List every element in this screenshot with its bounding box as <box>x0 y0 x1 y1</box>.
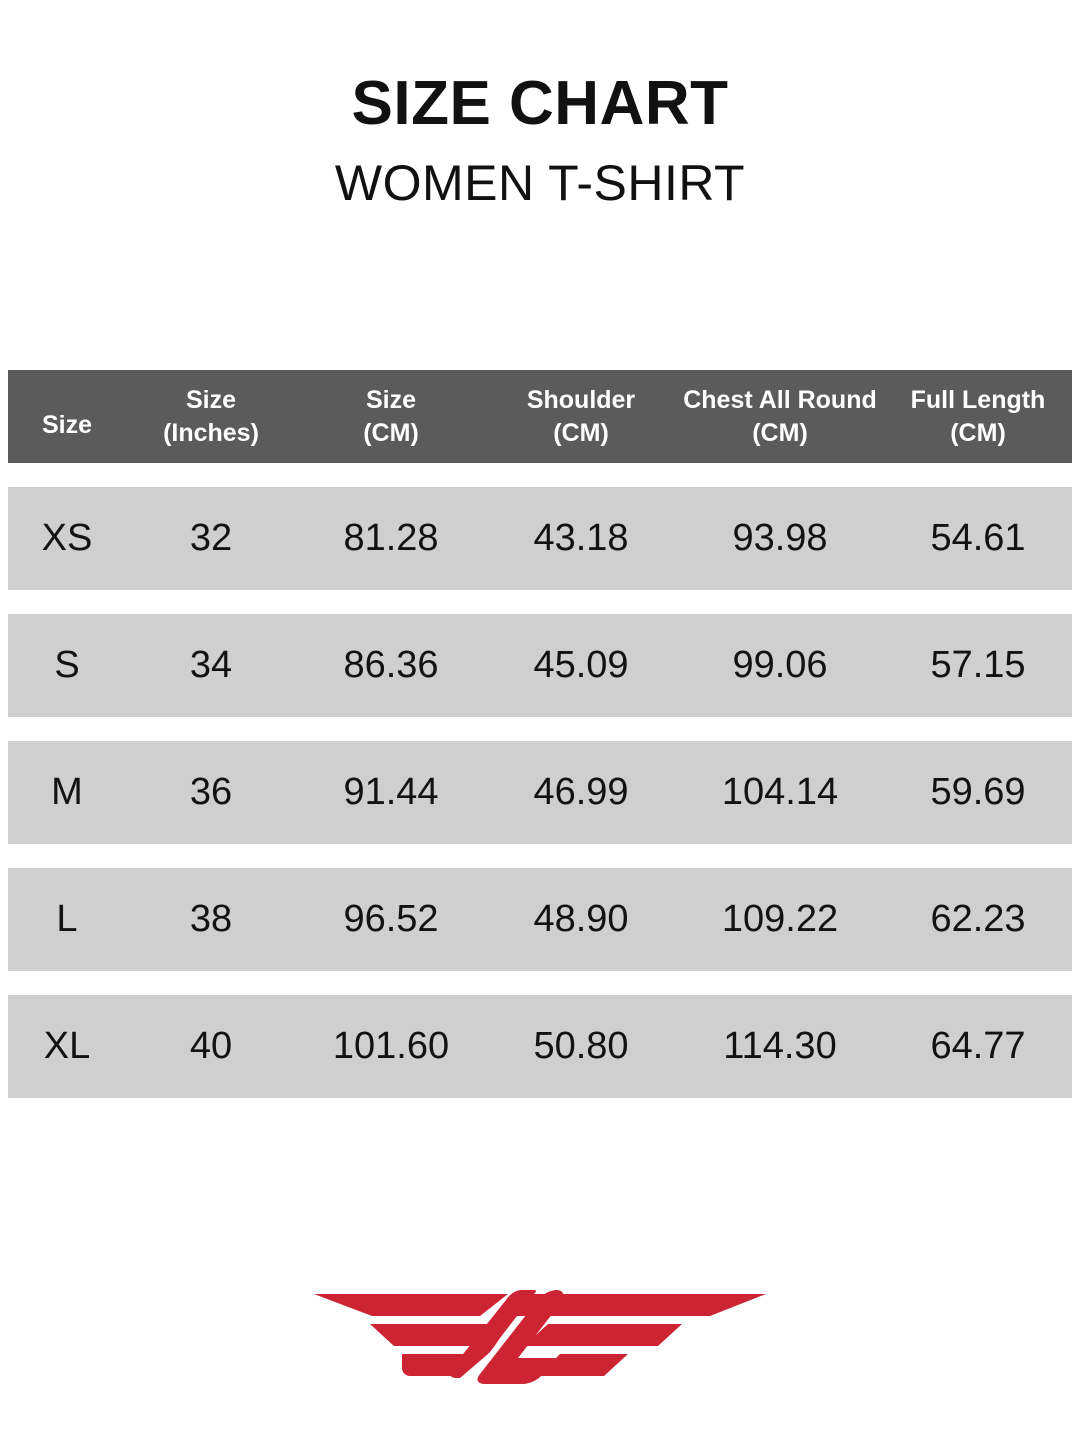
cell-size-cm: 91.44 <box>343 771 439 813</box>
column-header-chest-all-round-cm: Chest All Round (CM) <box>676 384 884 450</box>
cell-shoulder-cm: 46.99 <box>533 771 629 813</box>
column-header-full-length-cm: Full Length (CM) <box>884 384 1072 450</box>
column-header-full-length-cm-line1: Full Length <box>910 385 1046 414</box>
column-header-size-cm-line2: (CM) <box>363 418 419 447</box>
cell-full-length-cm: 59.69 <box>930 771 1026 813</box>
page-subtitle: WOMEN T-SHIRT <box>334 155 746 212</box>
cell-size-cm: 101.60 <box>332 1025 450 1067</box>
cell-shoulder-cm: 48.90 <box>533 898 629 940</box>
cell-chest-all-round-cm: 104.14 <box>721 771 839 813</box>
column-header-size-inches-line2: (Inches) <box>163 418 259 447</box>
cell-full-length-cm: 57.15 <box>930 644 1026 686</box>
cell-size: XS <box>41 517 93 559</box>
cell-size: M <box>51 771 83 813</box>
column-header-shoulder-cm-line2: (CM) <box>553 418 609 447</box>
table-row: M 36 91.44 46.99 104.14 59.69 <box>8 741 1072 844</box>
cell-size-inches: 34 <box>189 644 233 686</box>
winged-emblem-logo-icon <box>314 1290 766 1384</box>
page-title: SIZE CHART <box>351 69 729 138</box>
column-header-size-line1: Size <box>41 411 93 439</box>
column-header-size-inches: Size (Inches) <box>126 384 296 450</box>
table-header-row: Size Size (Inches) Size (CM) Shoulder (C… <box>8 370 1072 463</box>
cell-size-inches: 38 <box>189 898 233 940</box>
column-header-chest-all-round-cm-line2: (CM) <box>752 418 808 447</box>
cell-chest-all-round-cm: 109.22 <box>721 898 839 940</box>
column-header-full-length-cm-line2: (CM) <box>950 418 1006 447</box>
cell-size-cm: 96.52 <box>343 898 439 940</box>
cell-size-cm: 81.28 <box>343 517 439 559</box>
cell-size: XL <box>43 1025 91 1067</box>
column-header-size: Size <box>8 391 126 442</box>
cell-full-length-cm: 64.77 <box>930 1025 1026 1067</box>
cell-size-inches: 40 <box>189 1025 233 1067</box>
cell-size: L <box>56 898 78 940</box>
cell-size-inches: 32 <box>189 517 233 559</box>
table-row: L 38 96.52 48.90 109.22 62.23 <box>8 868 1072 971</box>
cell-shoulder-cm: 45.09 <box>533 644 629 686</box>
title-block: SIZE CHART WOMEN T-SHIRT <box>0 72 1080 210</box>
cell-chest-all-round-cm: 114.30 <box>723 1025 837 1067</box>
table-row: XS 32 81.28 43.18 93.98 54.61 <box>8 487 1072 590</box>
cell-size-cm: 86.36 <box>343 644 439 686</box>
table-row: XL 40 101.60 50.80 114.30 64.77 <box>8 995 1072 1098</box>
cell-full-length-cm: 54.61 <box>930 517 1026 559</box>
column-header-shoulder-cm-line1: Shoulder <box>526 385 636 414</box>
cell-size-inches: 36 <box>189 771 233 813</box>
table-row: S 34 86.36 45.09 99.06 57.15 <box>8 614 1072 717</box>
cell-full-length-cm: 62.23 <box>930 898 1026 940</box>
cell-shoulder-cm: 50.80 <box>533 1025 629 1067</box>
cell-shoulder-cm: 43.18 <box>533 517 629 559</box>
brand-logo-container <box>0 1282 1080 1407</box>
cell-chest-all-round-cm: 93.98 <box>732 517 828 559</box>
column-header-chest-all-round-cm-line1: Chest All Round <box>683 385 877 414</box>
column-header-size-cm: Size (CM) <box>296 384 486 450</box>
cell-chest-all-round-cm: 99.06 <box>732 644 828 686</box>
cell-size: S <box>54 644 80 686</box>
column-header-shoulder-cm: Shoulder (CM) <box>486 384 676 450</box>
size-chart-table: Size Size (Inches) Size (CM) Shoulder (C… <box>8 370 1072 1098</box>
column-header-size-inches-line1: Size <box>185 385 237 414</box>
column-header-size-cm-line1: Size <box>365 385 417 414</box>
